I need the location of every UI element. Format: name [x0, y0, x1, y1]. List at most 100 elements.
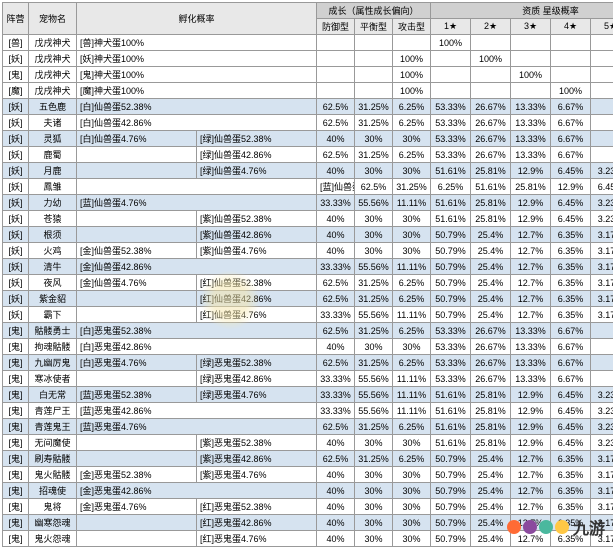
cell-growth: 40%	[317, 531, 355, 547]
cell-growth: 30%	[393, 467, 431, 483]
cell-star: 3.23%	[591, 195, 613, 211]
cell-star: 12.9%	[511, 419, 551, 435]
cell-star: 3.17%	[591, 499, 613, 515]
cell-star: 50.79%	[431, 291, 471, 307]
cell-egg: [金]恶鬼蛋52.38%	[77, 467, 197, 483]
cell-egg: [金]仙兽蛋52.38%	[77, 243, 197, 259]
cell-growth: 11.11%	[393, 387, 431, 403]
cell: 鳳雏	[29, 179, 77, 195]
cell-egg2: [红]仙兽蛋52.38%	[197, 275, 317, 291]
cell-star: 53.33%	[431, 147, 471, 163]
cell-growth	[355, 35, 393, 51]
cell-growth: 30%	[355, 515, 393, 531]
table-row: [鬼]鬼火骷髅[金]恶鬼蛋52.38%[紫]恶鬼蛋4.76%40%30%30%5…	[3, 467, 613, 483]
hdr-s1: 2★	[471, 19, 511, 35]
cell-growth: 30%	[393, 483, 431, 499]
cell-egg2: [绿]恶鬼蛋42.86%	[197, 371, 317, 387]
cell-star	[511, 35, 551, 51]
cell: [鬼]	[3, 483, 29, 499]
cell-star: 6.35%	[551, 499, 591, 515]
table-row: [鬼]九幽厉鬼[白]恶鬼蛋4.76%[绿]恶鬼蛋52.38%62.5%31.25…	[3, 355, 613, 371]
cell-growth: 6.25%	[393, 291, 431, 307]
cell-star	[431, 83, 471, 99]
cell-star: 100%	[551, 83, 591, 99]
cell: 鬼火骷髅	[29, 467, 77, 483]
cell-star: 13.33%	[511, 99, 551, 115]
cell-star: 50.79%	[431, 515, 471, 531]
cell-star: 6.35%	[551, 227, 591, 243]
cell-star: 12.9%	[511, 387, 551, 403]
cell: [妖]	[3, 195, 29, 211]
hdr-s0: 1★	[431, 19, 471, 35]
table-row: [妖]戊戌神犬[妖]神犬蛋100%100%100%	[3, 51, 613, 67]
cell: 苍猿	[29, 211, 77, 227]
cell-star: 12.7%	[511, 227, 551, 243]
cell-egg: [蓝]恶鬼蛋42.86%	[77, 403, 317, 419]
cell-star: 3.17%	[591, 451, 613, 467]
cell-star	[591, 83, 613, 99]
cell-growth: 62.5%	[317, 323, 355, 339]
cell-star: 13.33%	[511, 131, 551, 147]
cell-star: 25.81%	[471, 387, 511, 403]
cell-star: 50.79%	[431, 467, 471, 483]
cell-star: 3.23%	[591, 419, 613, 435]
cell-star: 6.35%	[551, 307, 591, 323]
cell: [妖]	[3, 291, 29, 307]
cell-growth: 31.25%	[355, 355, 393, 371]
cell-star: 12.9%	[511, 403, 551, 419]
cell: [鬼]	[3, 499, 29, 515]
cell-star: 12.9%	[511, 435, 551, 451]
cell-egg	[77, 211, 197, 227]
cell-star: 25.4%	[471, 227, 511, 243]
table-row: [鬼]戊戌神犬[鬼]神犬蛋100%100%100%	[3, 67, 613, 83]
cell-star	[591, 99, 613, 115]
cell-star: 6.45%	[591, 179, 613, 195]
table-row: [妖]夜风[金]仙兽蛋4.76%[红]仙兽蛋52.38%62.5%31.25%6…	[3, 275, 613, 291]
cell-growth	[355, 67, 393, 83]
cell-growth: 40%	[317, 499, 355, 515]
cell-egg2: [紫]仙兽蛋4.76%	[197, 243, 317, 259]
cell-star: 12.7%	[511, 259, 551, 275]
hdr-s2: 3★	[511, 19, 551, 35]
table-row: [妖]鹿蜀[绿]仙兽蛋42.86%62.5%31.25%6.25%53.33%2…	[3, 147, 613, 163]
cell-star: 6.67%	[551, 147, 591, 163]
table-row: [妖]霸下[红]仙兽蛋4.76%33.33%55.56%11.11%50.79%…	[3, 307, 613, 323]
cell-star	[551, 35, 591, 51]
cell: [鬼]	[3, 371, 29, 387]
table-row: [妖]火鸡[金]仙兽蛋52.38%[紫]仙兽蛋4.76%40%30%30%50.…	[3, 243, 613, 259]
cell-growth: 40%	[317, 515, 355, 531]
cell-star	[511, 83, 551, 99]
table-header: 阵营 宠物名 孵化概率 成长（属性成长偏向） 资质 星级概率 防御型 平衡型 攻…	[3, 3, 613, 35]
cell-star: 25.81%	[511, 179, 551, 195]
cell-growth: 31.25%	[355, 291, 393, 307]
cell-egg2: [紫]恶鬼蛋4.76%	[197, 467, 317, 483]
cell-egg2: [紫]仙兽蛋52.38%	[197, 211, 317, 227]
cell-growth: 6.25%	[393, 419, 431, 435]
cell-growth: 11.11%	[393, 307, 431, 323]
cell-growth: 62.5%	[317, 115, 355, 131]
cell-star: 53.33%	[431, 339, 471, 355]
cell-star	[591, 323, 613, 339]
cell: [鬼]	[3, 419, 29, 435]
cell-star: 3.17%	[591, 259, 613, 275]
cell-egg2: [绿]恶鬼蛋4.76%	[197, 387, 317, 403]
cell-growth: 55.56%	[355, 403, 393, 419]
cell-egg2: [紫]恶鬼蛋42.86%	[197, 451, 317, 467]
cell-star: 6.45%	[551, 435, 591, 451]
cell-star: 6.35%	[551, 451, 591, 467]
cell-star: 12.7%	[511, 307, 551, 323]
cell: 青莲鬼王	[29, 419, 77, 435]
cell-star: 25.4%	[471, 531, 511, 547]
cell: [鬼]	[3, 387, 29, 403]
cell-growth: 30%	[393, 515, 431, 531]
cell-growth: 30%	[393, 131, 431, 147]
cell-star: 51.61%	[431, 435, 471, 451]
cell-growth: 55.56%	[355, 307, 393, 323]
cell-growth: 30%	[355, 499, 393, 515]
cell-growth: 6.25%	[393, 275, 431, 291]
table-body: [兽]戊戌神犬[兽]神犬蛋100%100%[妖]戊戌神犬[妖]神犬蛋100%10…	[3, 35, 613, 547]
cell: 夜风	[29, 275, 77, 291]
cell-growth: 31.25%	[393, 179, 431, 195]
cell-star: 6.45%	[551, 211, 591, 227]
cell-growth: 55.56%	[355, 195, 393, 211]
